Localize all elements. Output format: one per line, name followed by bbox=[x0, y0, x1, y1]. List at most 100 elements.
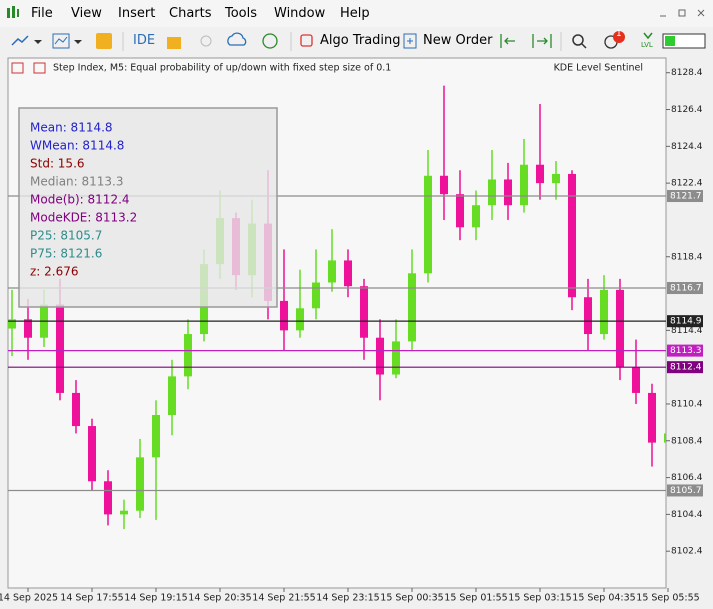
level-label-box bbox=[667, 315, 703, 328]
level-label: 8121.7 bbox=[670, 192, 702, 202]
level-label: 8114.9 bbox=[670, 317, 702, 327]
menu-item[interactable]: Window bbox=[274, 6, 326, 21]
stats-line: Mean: 8114.8 bbox=[30, 121, 113, 135]
notification-badge[interactable]: 1 bbox=[616, 29, 622, 39]
x-tick-label: 14 Sep 20:35 bbox=[188, 593, 251, 604]
candle-body bbox=[424, 175, 432, 274]
level-label: 8105.7 bbox=[670, 486, 702, 496]
menu-item[interactable]: View bbox=[71, 6, 102, 21]
stats-line: WMean: 8114.8 bbox=[30, 139, 124, 153]
candle-body bbox=[296, 308, 304, 331]
candle-body bbox=[24, 319, 32, 338]
y-tick-label: 8106.4 bbox=[671, 473, 703, 483]
toolbar-icons bbox=[11, 31, 706, 51]
y-tick-label: 8104.4 bbox=[671, 510, 703, 520]
candle-body bbox=[344, 260, 352, 287]
y-tick-label: 8110.4 bbox=[671, 399, 703, 409]
stats-line: Mode(b): 8112.4 bbox=[30, 193, 130, 207]
level-label-box bbox=[667, 361, 703, 374]
ide-button[interactable]: IDE bbox=[133, 33, 156, 48]
candle-body bbox=[536, 164, 544, 184]
x-tick-label: 15 Sep 04:35 bbox=[572, 593, 635, 604]
menu-item[interactable]: Insert bbox=[118, 6, 156, 21]
candle-body bbox=[8, 319, 16, 329]
candle-body bbox=[664, 433, 666, 443]
candle-body bbox=[616, 289, 624, 368]
candle-body bbox=[184, 334, 192, 377]
candle-body bbox=[488, 179, 496, 206]
candle-body bbox=[376, 337, 384, 375]
y-tick-label: 8118.4 bbox=[671, 252, 703, 262]
candle-body bbox=[472, 205, 480, 228]
stats-line: Std: 15.6 bbox=[30, 157, 85, 171]
candle-body bbox=[120, 510, 128, 515]
y-tick-label: 8102.4 bbox=[671, 547, 703, 557]
candle-body bbox=[152, 415, 160, 458]
candle-body bbox=[648, 392, 656, 443]
x-tick-label: 14 Sep 17:55 bbox=[60, 593, 123, 604]
level-label-box bbox=[667, 190, 703, 203]
chart: Step Index, M5: Equal probability of up/… bbox=[0, 56, 713, 609]
candle-body bbox=[72, 392, 80, 427]
y-tick-label: 8126.4 bbox=[671, 105, 703, 115]
menu-item[interactable]: Tools bbox=[225, 6, 258, 21]
candle-body bbox=[392, 341, 400, 375]
chart-icon bbox=[33, 62, 46, 74]
candle-body bbox=[632, 367, 640, 393]
x-tick-label: 14 Sep 23:15 bbox=[316, 593, 379, 604]
level-label: 8112.4 bbox=[670, 363, 702, 373]
stats-panel bbox=[18, 107, 278, 308]
candle-body bbox=[56, 304, 64, 393]
candle-body bbox=[312, 282, 320, 309]
stats-line: ModeKDE: 8113.2 bbox=[30, 211, 137, 225]
candle-body bbox=[136, 457, 144, 511]
indicator-name: KDE Level Sentinel bbox=[554, 63, 643, 74]
x-tick-label: 15 Sep 01:55 bbox=[444, 593, 507, 604]
level-label-box bbox=[667, 484, 703, 497]
x-tick-label: 15 Sep 03:15 bbox=[508, 593, 571, 604]
candle-body bbox=[520, 164, 528, 206]
menu-item[interactable]: Charts bbox=[169, 6, 212, 21]
chart-title: Step Index, M5: Equal probability of up/… bbox=[53, 63, 391, 74]
candle-body bbox=[504, 179, 512, 206]
level-label-box bbox=[667, 344, 703, 357]
candle-body bbox=[104, 481, 112, 515]
new-order-button[interactable]: New Order bbox=[423, 33, 493, 48]
candle-body bbox=[328, 260, 336, 283]
x-tick-label: 14 Sep 2025 bbox=[0, 593, 58, 604]
candle-body bbox=[168, 376, 176, 416]
candle-body bbox=[600, 289, 608, 335]
candle-body bbox=[440, 175, 448, 195]
y-tick-label: 8108.4 bbox=[671, 436, 703, 446]
candle-body bbox=[552, 173, 560, 184]
candle-body bbox=[88, 426, 96, 482]
chart-icon bbox=[11, 62, 24, 74]
stats-line: z: 2.676 bbox=[30, 265, 79, 279]
level-icon-text[interactable]: LVL bbox=[641, 41, 653, 49]
toolbar: IDE Algo Trading New Order 1 LVL bbox=[0, 27, 713, 57]
y-tick-label: 8114.4 bbox=[671, 326, 703, 336]
stats-line: P25: 8105.7 bbox=[30, 229, 102, 243]
menu-item[interactable]: Help bbox=[340, 6, 370, 21]
y-tick-label: 8128.4 bbox=[671, 68, 703, 78]
menu-item[interactable]: File bbox=[31, 6, 53, 21]
app-icon bbox=[7, 6, 19, 18]
x-tick-label: 15 Sep 05:55 bbox=[636, 593, 699, 604]
window-controls[interactable] bbox=[658, 8, 708, 18]
candle-body bbox=[584, 297, 592, 335]
stats-line: P75: 8121.6 bbox=[30, 247, 102, 261]
candle-body bbox=[456, 194, 464, 228]
candle-body bbox=[568, 173, 576, 298]
y-tick-label: 8124.4 bbox=[671, 142, 703, 152]
candle-body bbox=[408, 273, 416, 342]
menu-bar: File View Insert Charts Tools Window Hel… bbox=[0, 0, 713, 27]
candle-body bbox=[280, 300, 288, 331]
algo-trading-button[interactable]: Algo Trading bbox=[320, 33, 401, 48]
x-tick-label: 15 Sep 00:35 bbox=[380, 593, 443, 604]
x-tick-label: 14 Sep 21:55 bbox=[252, 593, 315, 604]
x-tick-label: 14 Sep 19:15 bbox=[124, 593, 187, 604]
candle-body bbox=[360, 286, 368, 338]
y-tick-label: 8122.4 bbox=[671, 179, 703, 189]
stats-line: Median: 8113.3 bbox=[30, 175, 124, 189]
